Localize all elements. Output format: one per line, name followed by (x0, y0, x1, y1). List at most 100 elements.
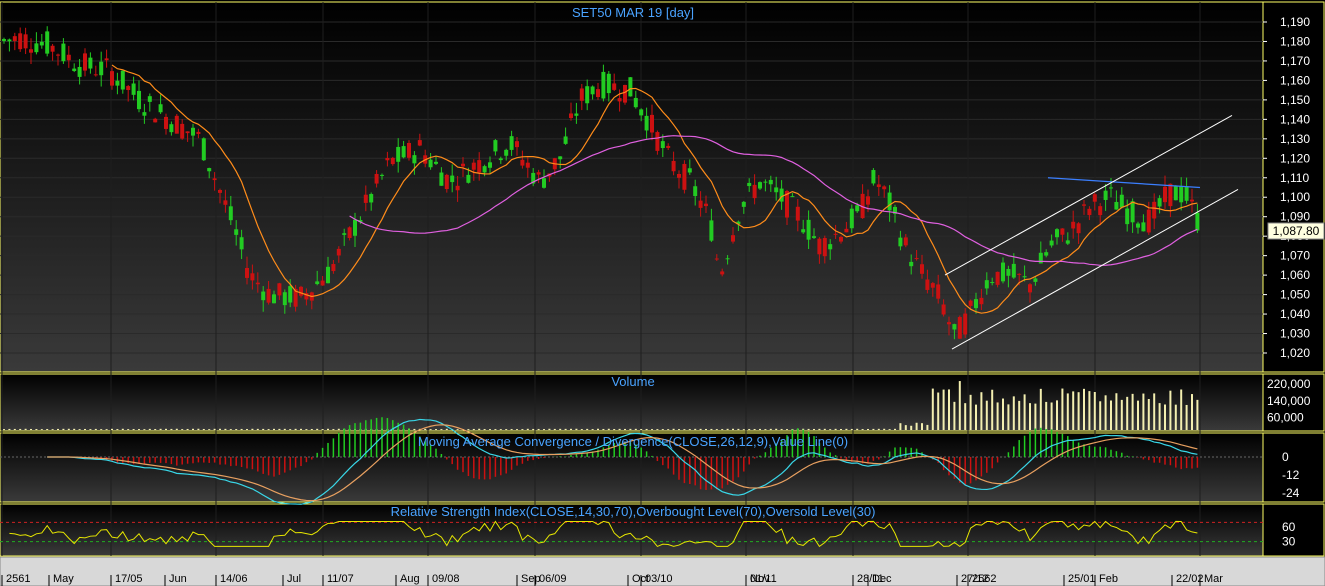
candle-body (1157, 198, 1162, 207)
candle-body (779, 188, 784, 202)
date-label: Oct (632, 573, 649, 585)
candle-body (1076, 223, 1081, 234)
candle-body (239, 237, 244, 250)
candle-body (1130, 201, 1135, 223)
candle-body (266, 288, 271, 303)
candle-body (947, 322, 951, 325)
price-tick-label: 1,160 (1280, 73, 1310, 87)
candle-body (1044, 252, 1049, 256)
date-label: Jul (287, 573, 301, 585)
candle-body (666, 145, 671, 148)
candle-body (936, 284, 941, 299)
volume-tick-label: 220,000 (1267, 377, 1311, 391)
last-price-badge: 1,087.80 (1267, 222, 1325, 240)
date-label: Mar (1204, 573, 1223, 585)
candle-body (326, 266, 330, 284)
date-label: Nov (750, 573, 770, 585)
candle-body (968, 300, 973, 306)
candle-body (99, 61, 104, 76)
candle-body (752, 184, 757, 199)
rsi-tick-label: 60 (1282, 520, 1296, 534)
candle-body (1049, 240, 1054, 246)
candle-body (914, 258, 919, 260)
candle-body (12, 36, 17, 42)
price-tick-label: 1,110 (1280, 171, 1309, 185)
candle-body (671, 160, 676, 172)
candle-body (131, 83, 136, 95)
candle-body (1103, 190, 1108, 200)
candle-body (569, 113, 573, 119)
candle-body (725, 258, 730, 260)
candle-body (72, 68, 77, 71)
macd-tick-label: -24 (1282, 486, 1300, 500)
candle-body (363, 194, 368, 203)
candle-body (525, 162, 530, 168)
candle-body (477, 160, 482, 173)
date-label: 28/11 (857, 573, 884, 585)
candle-body (353, 219, 357, 236)
candle-body (633, 97, 638, 108)
price-tick-label: 1,070 (1280, 249, 1310, 263)
candle-body (990, 282, 995, 284)
candle-body (1028, 284, 1032, 293)
candle-body (801, 229, 806, 233)
candle-body (941, 304, 946, 315)
price-tick-label: 1,170 (1280, 54, 1310, 68)
candle-body (115, 80, 120, 86)
macd-tick-label: 0 (1282, 450, 1289, 464)
candle-body (660, 141, 665, 149)
price-tick-label: 1,060 (1280, 268, 1310, 282)
candle-body (1011, 263, 1016, 278)
candle-body (1017, 273, 1022, 275)
price-tick-label: 1,120 (1280, 151, 1310, 165)
candle-body (758, 182, 762, 189)
candle-body (558, 156, 563, 160)
candle-body (320, 280, 325, 286)
date-label: 25/01 (1068, 573, 1096, 585)
candle-body (612, 83, 617, 90)
candle-body (488, 162, 492, 168)
date-axis-strip (0, 556, 1325, 586)
candle-body (1001, 262, 1005, 282)
candle-body (542, 178, 546, 188)
candle-body (147, 96, 152, 102)
candle-body (347, 227, 352, 239)
macd-pane-frame (0, 432, 1264, 503)
candle-body (1033, 278, 1038, 282)
candle-body (218, 189, 222, 193)
candle-body (693, 186, 698, 197)
candle-body (207, 168, 212, 172)
rsi-axis-frame (1262, 503, 1325, 557)
candle-body (56, 54, 60, 56)
candle-body (331, 264, 336, 272)
candle-body (1146, 209, 1151, 233)
candle-body (336, 248, 341, 256)
candle-body (876, 184, 881, 188)
candle-body (380, 174, 384, 176)
candle-body (120, 70, 125, 90)
candle-body (898, 237, 903, 247)
candle-body (574, 113, 579, 116)
date-label: 09/08 (432, 573, 460, 585)
candle-body (639, 109, 644, 116)
candle-body (1022, 276, 1027, 278)
candle-body (358, 219, 363, 223)
candle-body (1109, 187, 1113, 189)
candle-body (1184, 186, 1189, 201)
rsi-tick-label: 30 (1282, 535, 1296, 549)
candle-body (590, 86, 595, 95)
candle-body (385, 158, 390, 161)
candle-body (601, 71, 606, 99)
price-tick-label: 1,130 (1280, 132, 1310, 146)
candle-body (747, 182, 752, 187)
candle-body (644, 115, 649, 131)
candle-body (390, 157, 395, 165)
macd-signal-line (47, 424, 1198, 502)
candle-body (185, 131, 190, 134)
candle-body (444, 174, 449, 190)
date-label: 01/11 (750, 573, 777, 585)
candle-body (763, 181, 768, 183)
candle-body (493, 140, 498, 152)
date-label: 11/07 (327, 573, 354, 585)
